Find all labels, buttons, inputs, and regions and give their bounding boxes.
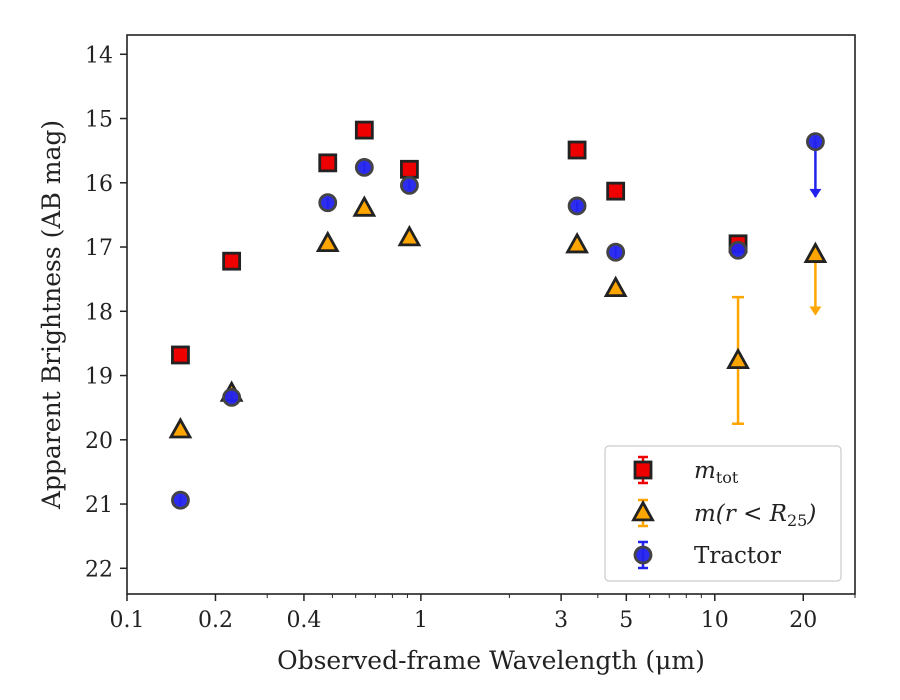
legend-entry: Tractor: [633, 540, 781, 570]
legend-label: Tractor: [694, 543, 781, 569]
series-square: [171, 120, 748, 365]
legend-label-main: Tractor: [694, 543, 781, 569]
legend-entry: mtot: [633, 455, 739, 487]
plot-layer: [168, 120, 828, 510]
series-circle: [171, 132, 825, 510]
y-tick-label: 17: [85, 236, 113, 261]
legend-box: [604, 445, 842, 582]
plot-frame: [126, 34, 856, 595]
legend-label-main: m(r < R: [694, 501, 787, 527]
x-tick-label: 10: [701, 608, 729, 633]
series-triangle: [168, 195, 828, 439]
y-tick-label: 19: [85, 365, 113, 390]
y-tick-label: 20: [85, 429, 113, 454]
legend-label-tail: ): [806, 501, 816, 527]
x-tick-label: 0.1: [110, 608, 145, 633]
legend-label-main: m: [694, 458, 716, 484]
legend-label: m(r < R25): [694, 501, 816, 530]
legend-label-subscript: tot: [716, 468, 739, 487]
data-point-square: [222, 251, 242, 271]
y-tick-label: 16: [85, 172, 113, 197]
y-tick-label: 21: [85, 493, 113, 518]
data-point-triangle: [565, 231, 589, 254]
data-point-square: [606, 181, 626, 201]
legend-marker-circle: [633, 545, 653, 565]
axis-ticks: 0.1 0.2 0.4 1 3 5 10 20 14 15 16 17 18 19 20 21 22: [85, 43, 856, 633]
upper-limit-arrow-head: [809, 306, 822, 316]
y-tick-label: 18: [85, 300, 113, 325]
legend-entry: m(r < R25): [631, 498, 816, 530]
y-tick-label: 22: [85, 557, 113, 582]
y-axis-label: Apparent Brightness (AB mag): [37, 120, 66, 510]
data-point-square: [400, 159, 419, 179]
legend-label-subscript: 25: [787, 511, 807, 530]
x-axis-label: Observed-frame Wavelength (μm): [277, 646, 705, 675]
legend: mtot m(r < R25) Tractor: [604, 445, 842, 582]
data-point-square: [354, 120, 374, 140]
data-point-square: [318, 153, 338, 173]
x-tick-label: 5: [619, 608, 633, 633]
y-tick-label: 14: [85, 43, 113, 68]
y-tick-label: 15: [85, 108, 113, 133]
data-point-square: [171, 345, 190, 365]
upper-limit-arrow-head: [809, 188, 822, 198]
x-tick-label: 0.4: [286, 608, 321, 633]
data-point-square: [567, 140, 587, 160]
legend-marker-square: [633, 460, 653, 480]
legend-marker-triangle: [631, 499, 655, 522]
data-point-triangle: [726, 347, 750, 370]
data-point-triangle: [168, 417, 193, 439]
data-point-triangle: [397, 224, 422, 247]
data-point-triangle: [603, 275, 628, 298]
x-tick-label: 3: [554, 608, 568, 633]
x-tick-label: 0.2: [198, 608, 233, 633]
x-tick-label: 1: [414, 608, 428, 633]
x-tick-label: 20: [789, 608, 817, 633]
data-point-triangle: [352, 195, 377, 217]
legend-label: mtot: [694, 458, 739, 487]
data-point-triangle: [803, 241, 828, 263]
data-point-triangle: [315, 230, 340, 253]
